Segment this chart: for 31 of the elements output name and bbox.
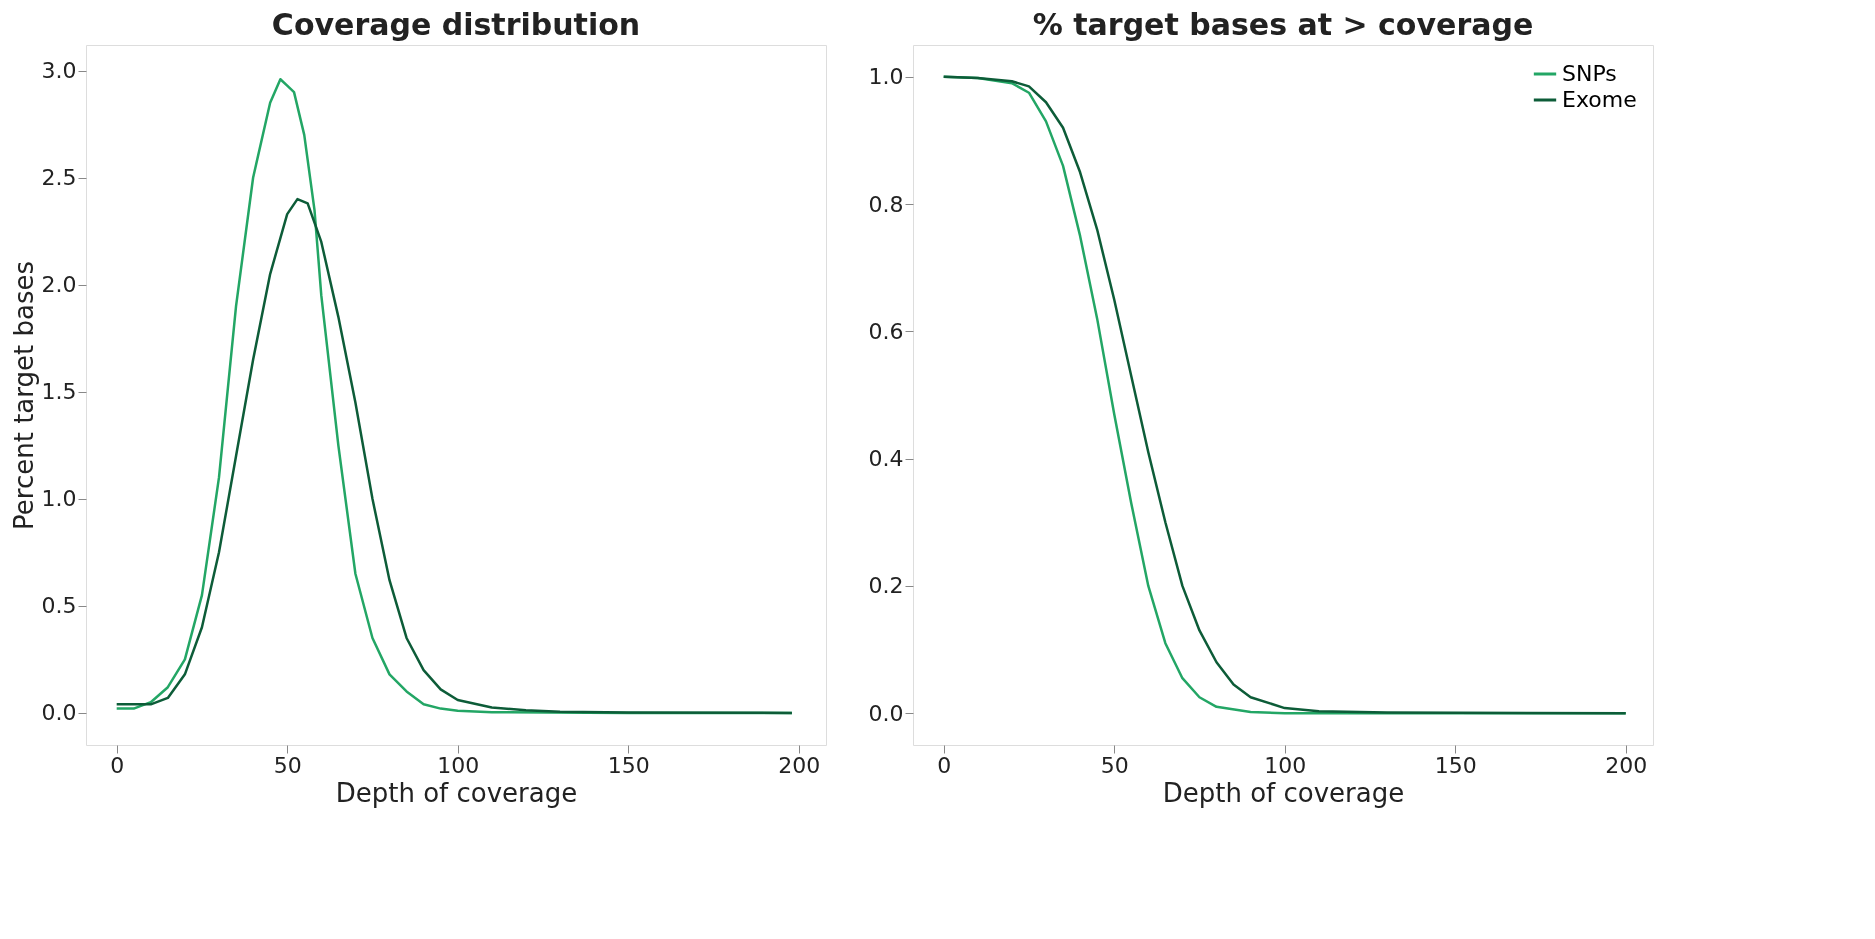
x-axis-title: Depth of coverage [1162,777,1405,808]
x-tick-label: 150 [607,752,650,778]
x-tick-label: 150 [1434,752,1477,778]
x-tick-label: 0 [110,752,125,778]
legend-label: SNPs [1562,61,1617,86]
chart-title: % target bases at > coverage [1032,7,1534,42]
chart-title: Coverage distribution [271,7,641,42]
y-tick-label: 2.0 [41,272,77,298]
y-tick-label: 0.5 [41,593,77,619]
x-tick-label: 200 [778,752,821,778]
x-axis-title: Depth of coverage [335,777,578,808]
y-tick-label: 0.0 [868,700,904,726]
y-tick-label: 2.5 [41,165,77,191]
x-tick-label: 50 [1100,752,1129,778]
y-tick-label: 1.0 [41,486,77,512]
y-tick-label: 0.0 [41,700,77,726]
y-tick-label: 1.5 [41,379,77,405]
legend-label: Exome [1562,87,1637,112]
y-tick-label: 0.6 [868,318,904,344]
y-tick-label: 0.8 [868,191,904,217]
x-tick-label: 100 [1264,752,1307,778]
x-tick-label: 50 [273,752,302,778]
x-tick-label: 100 [437,752,480,778]
y-axis-title: Percent target bases [8,261,39,530]
y-tick-label: 0.2 [868,573,904,599]
y-tick-label: 3.0 [41,58,77,84]
y-tick-label: 0.4 [868,446,904,472]
x-tick-label: 200 [1605,752,1648,778]
x-tick-label: 0 [937,752,952,778]
line-series [115,197,794,715]
y-tick-label: 1.0 [868,64,904,90]
